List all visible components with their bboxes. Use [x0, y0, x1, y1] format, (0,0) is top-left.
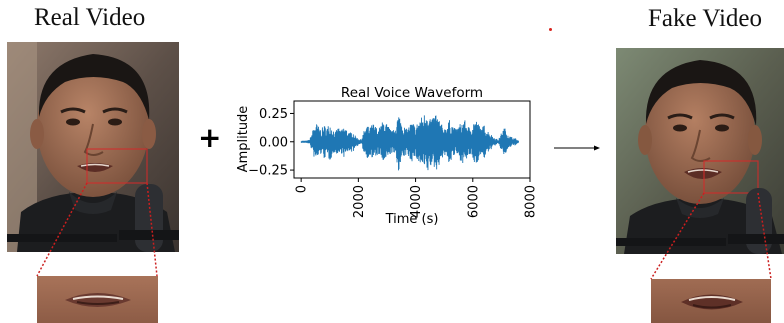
x-tick-label: 6000: [466, 185, 481, 218]
real-mouth-crop: [37, 276, 158, 323]
y-axis-label: Amplitude: [236, 106, 251, 173]
x-tick-label: 0: [295, 185, 310, 193]
real-video-title: Real Video: [34, 4, 146, 31]
fake-mouth-crop: [651, 279, 771, 323]
fake-mouth-crop-image: [651, 279, 771, 323]
x-axis-label: Time (s): [385, 212, 439, 227]
real-mouth-crop-image: [37, 276, 158, 323]
y-tick-label: −0.25: [248, 164, 288, 179]
x-tick-label: 8000: [524, 185, 539, 218]
chart-title: Real Voice Waveform: [341, 85, 483, 101]
waveform-series-line: [300, 115, 520, 171]
y-tick-label: 0.00: [259, 135, 288, 150]
plus-icon: +: [198, 121, 222, 154]
red-dot-mark: [549, 28, 552, 31]
y-tick-label: 0.25: [259, 107, 288, 122]
fake-video-title: Fake Video: [648, 5, 762, 32]
x-tick-label: 4000: [409, 185, 424, 218]
x-tick-label: 2000: [352, 185, 367, 218]
plot-frame: [293, 100, 531, 179]
